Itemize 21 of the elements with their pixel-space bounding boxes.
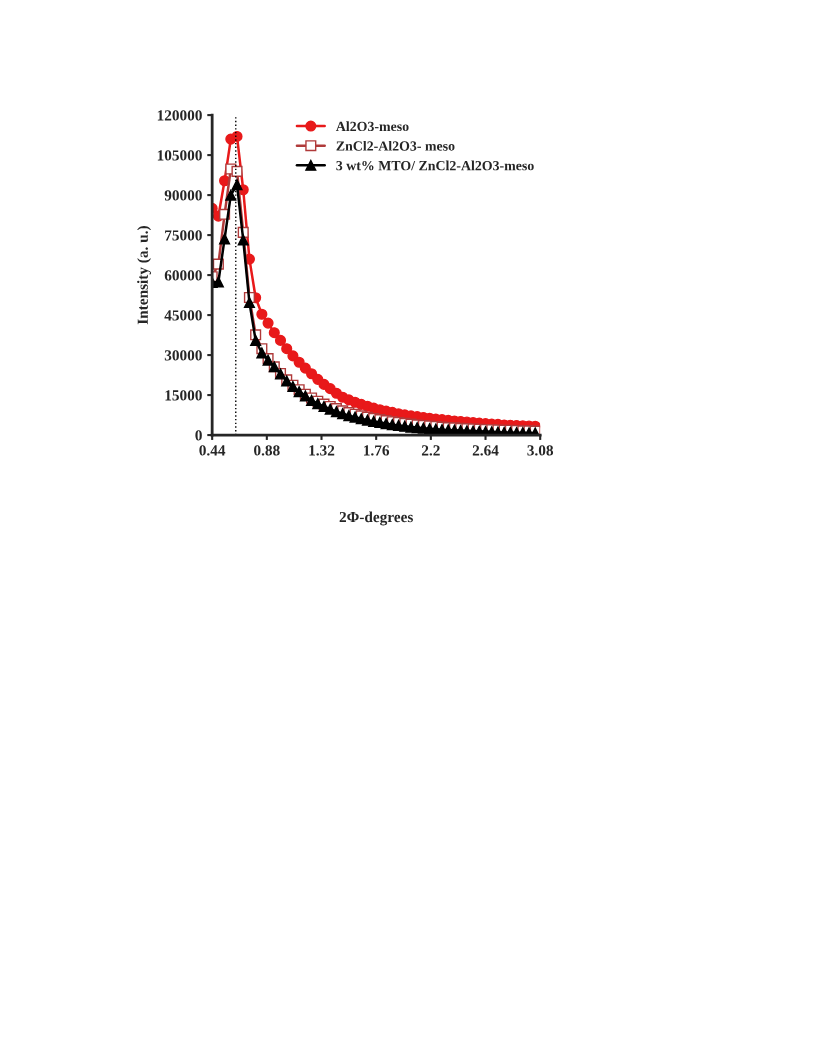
y-axis-title: Intensity (a. u.)	[137, 226, 152, 325]
x-tick-label: 3.08	[527, 445, 554, 456]
y-tick-label: 105000	[157, 150, 202, 161]
y-tick-label: 15000	[165, 390, 202, 401]
y-tick-label: 30000	[164, 350, 202, 361]
legend-label: ZnCl2-Al2O3- meso	[336, 140, 455, 151]
y-tick-label: 90000	[164, 190, 202, 201]
y-tick-label: 0	[195, 430, 202, 441]
x-tick-label: 0.44	[199, 445, 226, 456]
y-tick-label: 120000	[157, 110, 202, 121]
x-tick-label: 1.76	[364, 445, 390, 456]
y-tick-label: 75000	[165, 230, 202, 241]
x-tick-label: 1.32	[309, 445, 335, 456]
x-axis-title: 2Φ-degrees	[339, 511, 413, 526]
y-tick-label: 60000	[164, 270, 202, 281]
y-tick-label: 45000	[164, 310, 202, 321]
x-tick-label: 2.64	[472, 445, 499, 456]
x-tick-label: 2.2	[421, 445, 440, 456]
legend-label: 3 wt% MTO/ ZnCl2-Al2O3-meso	[336, 160, 534, 171]
legend-label: Al2O3-meso	[335, 121, 409, 132]
x-tick-label: 0.88	[254, 445, 280, 456]
